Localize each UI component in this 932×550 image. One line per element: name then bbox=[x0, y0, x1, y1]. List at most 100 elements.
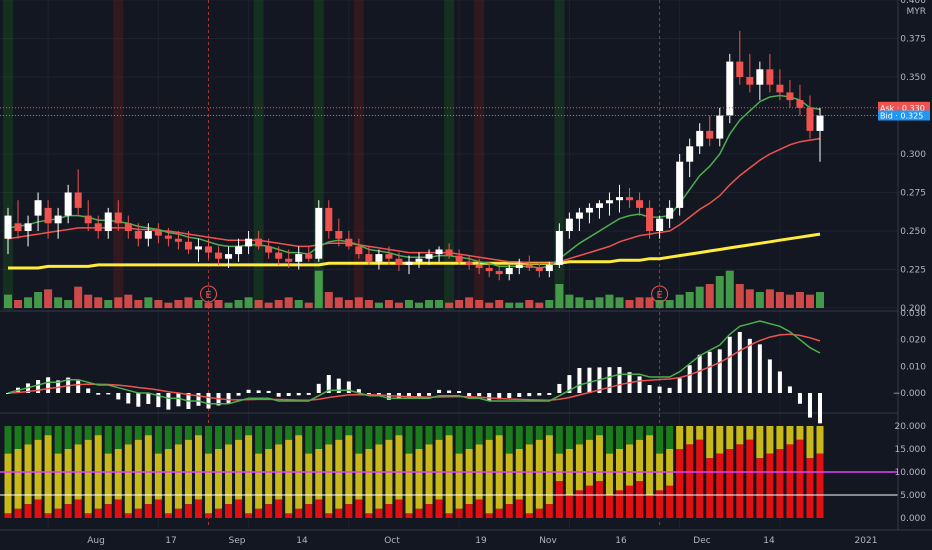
candle-body bbox=[806, 107, 814, 131]
ask-label: Ask · 0.330 bbox=[880, 104, 925, 113]
candle-body bbox=[535, 267, 543, 272]
signal-band bbox=[554, 0, 565, 310]
pane3-yellow-bar bbox=[54, 453, 62, 509]
pane3-yellow-bar bbox=[605, 453, 613, 495]
pane3-red-bar bbox=[415, 508, 423, 518]
macd-hist-bar bbox=[276, 393, 281, 397]
pane3-green-bar bbox=[144, 426, 152, 436]
candle-body bbox=[565, 218, 573, 231]
volume-bar bbox=[174, 300, 183, 308]
pane3-red-bar bbox=[585, 485, 593, 518]
volume-bar bbox=[324, 292, 333, 308]
pane3-red-bar bbox=[505, 504, 513, 518]
x-tick-label: Nov bbox=[539, 536, 557, 546]
candle-body bbox=[144, 231, 152, 239]
ma-long-line bbox=[8, 232, 821, 270]
ema-fast-line bbox=[7, 94, 821, 269]
candle-body bbox=[686, 146, 694, 162]
pane3-red-bar bbox=[154, 499, 162, 518]
pane3-red-bar bbox=[806, 458, 814, 518]
candle-body bbox=[816, 115, 824, 131]
pane3-yellow-bar bbox=[124, 444, 132, 514]
currency-label: MYR bbox=[906, 7, 926, 17]
pane3-red-bar bbox=[285, 513, 293, 518]
pane3-green-bar bbox=[505, 426, 513, 454]
candle-body bbox=[285, 258, 293, 262]
macd-signal-line bbox=[7, 333, 821, 401]
candle-body bbox=[114, 212, 122, 224]
candle-body bbox=[616, 197, 624, 201]
pane3-green-bar bbox=[345, 426, 353, 436]
pane3-yellow-bar bbox=[636, 439, 644, 482]
price-tick-label: 0.275 bbox=[900, 189, 926, 199]
candle-body bbox=[4, 215, 12, 239]
macd-hist-bar bbox=[457, 391, 462, 393]
earnings-label: E bbox=[205, 290, 211, 301]
pane3-red-bar bbox=[636, 481, 644, 518]
volume-bar bbox=[615, 297, 624, 308]
pane3-green-bar bbox=[565, 426, 573, 449]
macd-hist-bar bbox=[707, 351, 712, 393]
pane3-green-bar bbox=[666, 426, 674, 449]
macd-tick-label: −0.000 bbox=[893, 389, 927, 399]
volume-bar bbox=[44, 289, 53, 308]
macd-hist-bar bbox=[76, 380, 81, 393]
pane3-green-bar bbox=[395, 426, 403, 436]
pane3-red-bar bbox=[746, 439, 754, 518]
pane3-red-bar bbox=[164, 513, 172, 518]
volume-bar bbox=[445, 302, 454, 308]
volume-bar bbox=[645, 297, 654, 308]
macd-hist-bar bbox=[667, 387, 672, 393]
volume-bar bbox=[585, 300, 594, 308]
macd-hist-bar bbox=[507, 393, 512, 398]
pane3-green-bar bbox=[515, 426, 523, 449]
macd-hist-bar bbox=[577, 368, 582, 393]
pane3-green-bar bbox=[124, 426, 132, 445]
pane3-red-bar bbox=[686, 444, 694, 518]
volume-bar bbox=[394, 302, 403, 308]
pane3-green-bar bbox=[445, 426, 453, 436]
pane3-green-bar bbox=[54, 426, 62, 454]
pane3-yellow-bar bbox=[425, 444, 433, 505]
volume-bar bbox=[575, 297, 584, 308]
pane3-red-bar bbox=[425, 504, 433, 518]
pane3-green-bar bbox=[285, 426, 293, 440]
volume-bar bbox=[635, 297, 644, 308]
candle-body bbox=[164, 235, 172, 239]
signal-band bbox=[313, 0, 324, 310]
pane3-yellow-bar bbox=[395, 435, 403, 500]
macd-hist-bar bbox=[146, 393, 151, 404]
pane3-green-bar bbox=[164, 426, 172, 449]
candle-body bbox=[305, 254, 313, 259]
macd-hist-bar bbox=[106, 393, 111, 395]
pane3-tick-label: 10.000 bbox=[895, 468, 927, 478]
pane3-red-bar bbox=[144, 504, 152, 518]
candle-body bbox=[174, 238, 182, 242]
ask-label-bg bbox=[878, 101, 930, 113]
pane3-red-bar bbox=[245, 513, 253, 518]
pane3-red-bar bbox=[656, 490, 664, 518]
candle-body bbox=[575, 212, 583, 219]
pane3-yellow-bar bbox=[14, 449, 22, 509]
pane3-yellow-bar bbox=[255, 453, 263, 509]
volume-bar bbox=[234, 300, 243, 308]
macd-hist-bar bbox=[757, 344, 762, 393]
volume-bar bbox=[384, 300, 393, 308]
macd-hist-bar bbox=[417, 393, 422, 397]
pane3-yellow-bar bbox=[666, 449, 674, 486]
earnings-circle bbox=[199, 285, 217, 303]
pane3-tick-label: 20.000 bbox=[895, 422, 927, 432]
pane3-red-bar bbox=[4, 513, 12, 518]
volume-bar bbox=[695, 286, 704, 308]
candle-body bbox=[275, 252, 283, 259]
pane3-green-bar bbox=[134, 426, 142, 440]
volume-bar bbox=[244, 297, 253, 308]
macd-hist-bar bbox=[136, 393, 141, 407]
pane3-red-bar bbox=[24, 504, 32, 518]
candle-body bbox=[64, 192, 72, 216]
macd-hist-bar bbox=[747, 338, 752, 393]
pane3-green-bar bbox=[204, 426, 212, 454]
pane3-green-bar bbox=[235, 426, 243, 440]
volume-bar bbox=[705, 284, 714, 308]
